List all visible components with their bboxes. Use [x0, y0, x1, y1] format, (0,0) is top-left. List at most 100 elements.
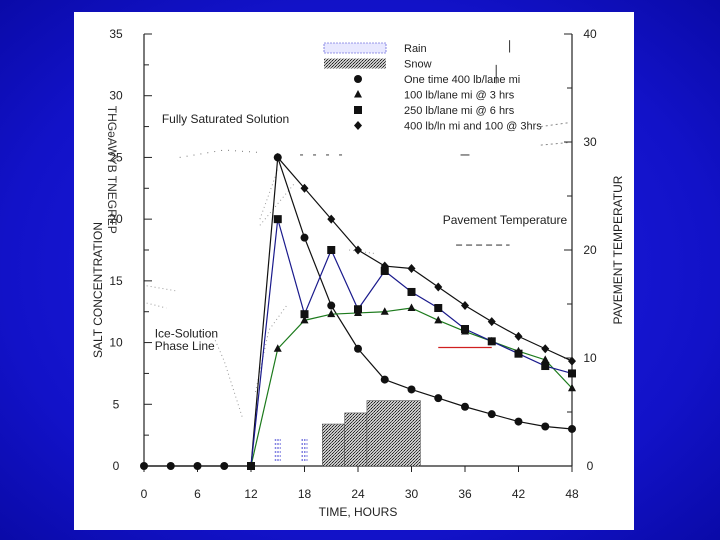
snow-bar — [344, 412, 368, 467]
dotted-guide — [259, 181, 296, 226]
legend-marker — [354, 121, 362, 130]
data-point — [568, 356, 576, 366]
data-point — [541, 344, 550, 354]
y-tick-label: 30 — [109, 89, 123, 103]
data-point — [568, 424, 576, 433]
data-point — [541, 362, 550, 371]
data-point — [568, 369, 576, 378]
dotted-guide — [349, 249, 376, 255]
data-point — [273, 152, 282, 162]
legend-marker — [354, 106, 362, 114]
legend-marker — [354, 90, 362, 98]
y-tick-label: 35 — [109, 27, 123, 41]
data-point — [407, 287, 416, 296]
data-point — [140, 462, 148, 470]
x-tick-label: 0 — [141, 487, 148, 501]
data-point — [541, 422, 550, 431]
data-point — [247, 462, 255, 470]
dotted-guide — [540, 142, 568, 146]
data-point — [220, 462, 229, 470]
data-point — [354, 344, 362, 353]
legend-label: 100 lb/lane mi @ 3 hrs — [404, 90, 515, 102]
legend-label: 400 lb/ln mi and 100 @ 3hrs — [404, 121, 542, 133]
y2-tick-label: 0 — [587, 459, 594, 473]
data-point — [407, 303, 416, 312]
data-point — [327, 246, 336, 254]
data-point — [380, 261, 389, 271]
x-tick-label: 18 — [298, 487, 312, 501]
legend-rain-swatch — [323, 42, 387, 54]
annotation-ice-line1: Ice-Solution — [155, 327, 218, 341]
dotted-guide — [146, 302, 167, 309]
data-point — [487, 410, 496, 419]
chart-panel: 0 6 12 18 24 30 36 42 48 0 5 10 15 20 25 30 35 0 10 20 30 40 … — [74, 12, 634, 530]
data-point — [461, 402, 469, 411]
annotation-ice-line2: Phase Line — [155, 339, 215, 353]
data-point — [300, 233, 309, 242]
data-point — [514, 331, 523, 341]
dotted-guide — [259, 169, 279, 220]
salt-concentration-chart: 0 6 12 18 24 30 36 42 4805101520253035010203040 … — [91, 27, 625, 519]
data-point — [300, 183, 309, 193]
y-axis-label-overlay: THGəAWYB TNEGREP — [105, 106, 119, 234]
y2-tick-label: 40 — [583, 27, 597, 41]
y2-axis-label: PAVEMENT TEMPERATUR — [611, 175, 625, 324]
data-point — [487, 317, 496, 327]
legend-label: Rain — [404, 43, 427, 55]
data-point — [434, 394, 443, 403]
snow-bar — [322, 423, 345, 467]
legend-label: One time 400 lb/lane mi — [404, 74, 520, 86]
rain-mark — [301, 439, 308, 461]
x-tick-label: 12 — [244, 487, 258, 501]
y-tick-label: 20 — [109, 212, 123, 226]
x-tick-label: 30 — [405, 487, 419, 501]
y-tick-label: 10 — [109, 336, 123, 350]
data-point — [541, 355, 550, 363]
legend-label: 250 lb/lane mi @ 6 hrs — [404, 105, 515, 117]
data-point — [461, 324, 469, 333]
snow-bar — [366, 400, 421, 467]
y-tick-label: 25 — [109, 150, 123, 164]
data-point — [461, 301, 469, 311]
data-point — [327, 309, 336, 318]
y2-tick-label: 10 — [583, 351, 597, 365]
annotation-pavement: Pavement Temperature — [443, 213, 568, 227]
data-point — [166, 462, 175, 470]
legend-snow-swatch — [324, 58, 386, 69]
saturation-line — [179, 149, 260, 158]
data-point — [380, 307, 389, 315]
x-tick-label: 6 — [194, 487, 201, 501]
data-point — [380, 266, 389, 275]
x-tick-label: 42 — [512, 487, 526, 501]
rain-mark — [274, 439, 281, 461]
data-point — [407, 264, 416, 274]
legend-marker — [354, 75, 362, 83]
data-point — [354, 245, 362, 255]
data-point — [273, 215, 282, 224]
y2-tick-label: 30 — [583, 135, 597, 149]
data-point — [407, 385, 416, 394]
data-point — [354, 305, 362, 314]
y-tick-label: 0 — [113, 459, 120, 473]
dotted-guide — [146, 285, 176, 292]
data-point — [300, 310, 309, 319]
data-point — [487, 337, 496, 346]
x-tick-label: 48 — [565, 487, 579, 501]
data-point — [273, 344, 282, 352]
data-point — [568, 383, 576, 392]
x-tick-label: 36 — [458, 487, 472, 501]
data-point — [514, 417, 523, 426]
annotation-saturated: Fully Saturated Solution — [162, 112, 289, 126]
y2-tick-label: 20 — [583, 243, 597, 257]
data-point — [434, 282, 443, 292]
dotted-guide — [210, 330, 243, 417]
data-point — [300, 315, 309, 324]
data-point — [380, 375, 389, 384]
data-point — [514, 349, 523, 358]
dotted-guide — [540, 122, 568, 128]
data-point — [434, 315, 443, 324]
data-point — [193, 462, 202, 470]
y-tick-label: 15 — [109, 274, 123, 288]
series-line — [277, 157, 573, 362]
